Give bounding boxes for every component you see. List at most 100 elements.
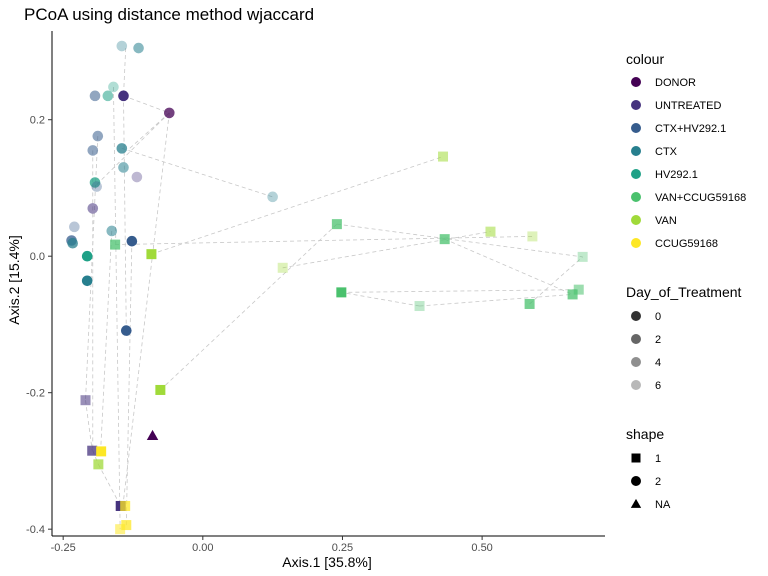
data-point [81, 250, 93, 262]
data-point [485, 226, 496, 237]
trajectory-line [121, 147, 273, 198]
legend-key-colour [631, 100, 641, 110]
data-point [131, 171, 143, 183]
y-tick-label: 0.2 [30, 115, 45, 127]
legend-key-day [631, 357, 641, 367]
trajectory-line [123, 48, 127, 96]
data-point [116, 143, 128, 154]
legend-label: VAN+CCUG59168 [655, 192, 746, 204]
data-point [87, 145, 99, 156]
x-axis-title: Axis.1 [35.8%] [282, 554, 372, 570]
legend-key-colour [631, 192, 641, 202]
data-point [91, 181, 102, 192]
data-point [126, 235, 138, 247]
legend-key-shape [631, 453, 641, 463]
data-point [133, 42, 144, 54]
legend-label: DONOR [655, 77, 696, 89]
data-point [438, 151, 449, 162]
data-point [96, 446, 107, 457]
data-point [577, 251, 588, 262]
plot-area [66, 40, 588, 535]
trajectory-line [282, 231, 491, 269]
data-point [106, 225, 118, 237]
legend-label: UNTREATED [655, 100, 721, 112]
trajectory-line [122, 112, 170, 506]
trajectory-line [115, 236, 533, 246]
legend-label: 6 [655, 380, 661, 392]
legend-label: 2 [655, 476, 661, 488]
trajectory-line [160, 223, 338, 391]
legend-label: VAN [655, 215, 677, 227]
legend-title-shape: shape [626, 426, 664, 442]
data-point [87, 445, 98, 456]
legend-label: HV292.1 [655, 169, 698, 181]
data-point [81, 275, 93, 287]
x-tick-label: 0.25 [332, 542, 353, 554]
data-point [89, 177, 101, 188]
legend-title-colour: colour [626, 51, 664, 67]
data-point [87, 203, 99, 214]
data-point [336, 287, 347, 298]
legend: colour DONOR UNTREATED CTX+HV292.1 CTX HV292.… [626, 51, 746, 511]
legend-label: 1 [655, 453, 661, 465]
data-point [92, 130, 104, 142]
legend-key-colour [631, 146, 641, 156]
trajectory-line [123, 95, 127, 331]
legend-label: CCUG59168 [655, 238, 718, 250]
legend-label: CTX [655, 146, 678, 158]
data-point [527, 231, 538, 242]
legend-key-day [631, 380, 641, 390]
legend-key-colour [631, 77, 641, 87]
data-point [414, 301, 425, 312]
y-tick-label: -0.4 [26, 524, 45, 536]
legend-label: 2 [655, 334, 661, 346]
x-tick-label: 0.00 [192, 542, 213, 554]
trajectory-line [529, 256, 583, 305]
data-point [164, 107, 175, 119]
data-point [121, 520, 132, 531]
data-point [567, 289, 578, 300]
legend-key-colour [631, 123, 641, 133]
trajectory-line [341, 291, 420, 307]
trajectory-line [96, 112, 170, 185]
data-point [439, 234, 450, 245]
data-point [89, 90, 101, 102]
chart-title: PCoA using distance method wjaccard [24, 5, 314, 24]
data-point [573, 284, 584, 295]
data-point [267, 191, 278, 203]
data-point [331, 219, 342, 230]
trajectory-line [98, 464, 122, 507]
data-point [67, 237, 78, 249]
trajectory-line [85, 400, 93, 451]
data-point [110, 239, 121, 250]
legend-title-day: Day_of_Treatment [626, 284, 742, 300]
legend-key-day [631, 311, 641, 321]
legend-label: 0 [655, 311, 661, 323]
trajectory-line [419, 294, 573, 307]
legend-key-colour [631, 238, 641, 248]
trajectory-line [341, 289, 579, 293]
legend-label: CTX+HV292.1 [655, 123, 726, 135]
trajectory-line [125, 241, 133, 526]
x-tick-label: 0.50 [471, 542, 492, 554]
trajectory-line [100, 230, 113, 452]
data-point [146, 249, 157, 260]
data-point [116, 40, 128, 52]
legend-key-day [631, 334, 641, 344]
y-tick-label: 0.0 [30, 251, 45, 263]
trajectory-line [123, 95, 170, 114]
data-point [277, 262, 288, 273]
trajectory-line [85, 136, 99, 401]
legend-label: NA [655, 499, 671, 511]
data-point [120, 325, 132, 336]
y-tick-label: -0.2 [26, 388, 45, 400]
legend-label: 4 [655, 357, 661, 369]
trajectory-line [336, 223, 583, 258]
legend-key-shape [630, 498, 642, 508]
legend-key-colour [631, 169, 641, 179]
trajectory-line [113, 86, 121, 530]
trajectory-line [127, 112, 170, 151]
trajectory-line [151, 156, 444, 255]
data-point [118, 162, 129, 173]
